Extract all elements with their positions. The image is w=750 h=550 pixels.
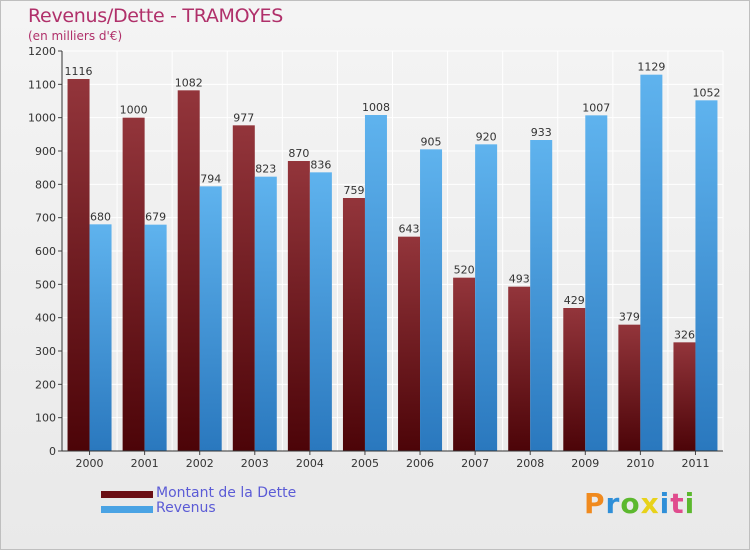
data-label-revenus: 794 [200,172,221,185]
bar-dette [177,90,200,451]
data-label-revenus: 905 [421,135,442,148]
y-tick-label: 500 [35,278,56,291]
logo-letter: x [640,487,660,520]
bar-dette [398,236,421,451]
x-tick-label: 2004 [296,457,324,470]
y-tick-label: 0 [49,445,56,458]
bar-dette [673,342,696,451]
x-tick-label: 2005 [351,457,379,470]
legend-label-dette: Montant de la Dette [156,485,297,501]
data-label-revenus: 679 [145,211,166,224]
x-tick-label: 2006 [406,457,434,470]
logo-letter: r [605,487,621,520]
y-tick-label: 100 [35,412,56,425]
data-label-dette: 977 [233,111,254,124]
data-label-revenus: 823 [255,163,276,176]
bar-dette [342,198,365,451]
x-tick-label: 2009 [571,457,599,470]
bar-dette [563,308,586,451]
bar-dette [122,117,145,452]
data-label-revenus: 1129 [637,61,665,74]
y-tick-label: 600 [35,245,56,258]
x-tick-label: 2007 [461,457,489,470]
data-label-dette: 1000 [120,104,148,117]
y-tick-label: 1000 [28,112,56,125]
bar-revenus [640,74,663,452]
data-label-dette: 759 [343,184,364,197]
data-label-dette: 870 [288,147,309,160]
x-tick-label: 2008 [516,457,544,470]
chart-subtitle: (en milliers d'€) [28,29,123,43]
logo-letter: t [670,487,685,520]
bars [67,74,718,452]
data-label-dette: 493 [509,273,530,286]
proxiti-logo: Proxiti [584,487,695,520]
data-label-revenus: 836 [310,158,331,171]
x-tick-label: 2001 [131,457,159,470]
bar-revenus [475,144,498,452]
bar-dette [287,161,310,451]
bar-revenus [530,140,553,451]
logo-letter: P [584,487,606,520]
chart-title: Revenus/Dette - TRAMOYES [28,5,284,27]
bar-revenus [364,115,387,451]
bar-dette [453,277,476,451]
bar-revenus [144,224,167,451]
legend-label-revenus: Revenus [156,500,216,516]
y-tick-label: 300 [35,345,56,358]
bar-revenus [309,172,332,452]
logo-letter: i [659,487,671,520]
data-label-dette: 520 [454,264,475,277]
x-tick-label: 2010 [626,457,654,470]
bar-dette [232,125,255,451]
data-label-dette: 379 [619,311,640,324]
bar-revenus [695,100,718,451]
logo-letter: i [684,487,696,520]
data-label-dette: 1082 [175,76,203,89]
data-label-revenus: 1052 [692,86,720,99]
y-tick-label: 400 [35,312,56,325]
x-tick-label: 2002 [186,457,214,470]
bar-revenus [420,149,443,452]
x-tick-label: 2000 [76,457,104,470]
data-label-revenus: 933 [531,126,552,139]
logo-letter: o [620,487,641,520]
x-tick-label: 2011 [681,457,709,470]
data-label-revenus: 680 [90,210,111,223]
axes: 0 100 200 300 400 500 600 700 800 900 1000 1100 1200… [28,45,723,470]
data-label-dette: 643 [399,223,420,236]
y-tick-label: 700 [35,212,56,225]
data-label-revenus: 920 [476,130,497,143]
bar-dette [67,79,90,451]
data-label-dette: 1116 [65,65,93,78]
data-label-revenus: 1008 [362,101,390,114]
y-tick-label: 200 [35,378,56,391]
bar-revenus [89,224,112,451]
y-tick-label: 1200 [28,45,56,58]
bar-revenus [199,186,222,452]
legend-swatch-revenus [101,506,153,513]
x-tick-label: 2003 [241,457,269,470]
y-tick-label: 800 [35,178,56,191]
bar-revenus [585,115,608,451]
data-label-revenus: 1007 [582,101,610,114]
bar-dette [618,324,641,451]
bar-dette [508,286,531,451]
y-tick-label: 1100 [28,78,56,91]
bar-revenus [254,176,277,451]
data-label-dette: 326 [674,328,695,341]
y-tick-label: 900 [35,145,56,158]
legend-swatch-dette [101,491,153,498]
data-label-dette: 429 [564,294,585,307]
grid-lines [61,50,724,452]
